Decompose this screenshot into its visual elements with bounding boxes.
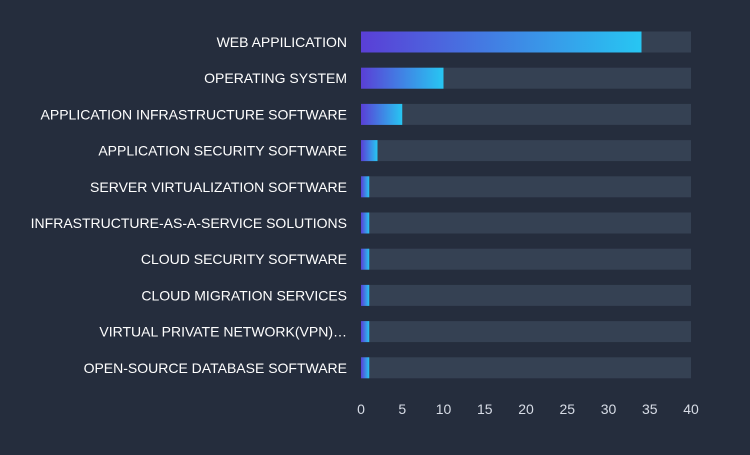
category-label: INFRASTRUCTURE-AS-A-SERVICE SOLUTIONS (31, 215, 347, 231)
bar-track (361, 248, 691, 270)
x-tick-label: 0 (357, 401, 365, 417)
x-tick-label: 10 (436, 401, 452, 417)
category-label: CLOUD MIGRATION SERVICES (141, 287, 347, 303)
x-axis-ticks: 0 5 10 15 20 25 30 35 40 (357, 401, 699, 417)
category-label: VIRTUAL PRIVATE NETWORK(VPN)… (99, 324, 347, 340)
bar[interactable] (361, 212, 370, 234)
category-label: CLOUD SECURITY SOFTWARE (141, 251, 347, 267)
bar[interactable] (361, 248, 370, 270)
bar-track (361, 103, 691, 125)
category-label: APPLICATION SECURITY SOFTWARE (98, 143, 347, 159)
x-tick-label: 35 (642, 401, 658, 417)
x-tick-label: 5 (398, 401, 406, 417)
bar[interactable] (361, 284, 370, 306)
bar-tracks (361, 31, 691, 379)
bar[interactable] (361, 321, 370, 343)
bar-track (361, 140, 691, 162)
category-label: APPLICATION INFRASTRUCTURE SOFTWARE (41, 106, 347, 122)
x-tick-label: 20 (518, 401, 534, 417)
bar-track (361, 176, 691, 198)
bar-track (361, 284, 691, 306)
x-tick-label: 15 (477, 401, 493, 417)
bar[interactable] (361, 140, 378, 162)
bar[interactable] (361, 176, 370, 198)
bars (361, 31, 642, 379)
x-tick-label: 30 (601, 401, 617, 417)
bar-track (361, 212, 691, 234)
category-label: SERVER VIRTUALIZATION SOFTWARE (90, 179, 347, 195)
bar-track (361, 321, 691, 343)
bar[interactable] (361, 67, 444, 89)
bar[interactable] (361, 103, 403, 125)
bar[interactable] (361, 357, 370, 379)
category-labels: WEB APPILICATION OPERATING SYSTEM APPLICAT… (31, 34, 347, 376)
bar[interactable] (361, 31, 642, 53)
category-label: OPEN-SOURCE DATABASE SOFTWARE (84, 360, 347, 376)
category-label: WEB APPILICATION (217, 34, 347, 50)
bar-track (361, 357, 691, 379)
category-label: OPERATING SYSTEM (204, 70, 347, 86)
x-tick-label: 40 (683, 401, 699, 417)
x-tick-label: 25 (559, 401, 575, 417)
